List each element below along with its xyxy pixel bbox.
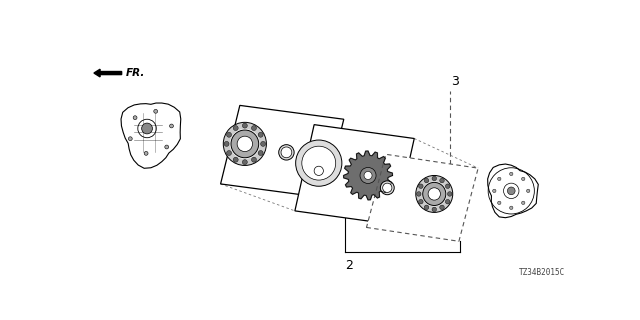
Circle shape [233,157,238,162]
Circle shape [508,187,515,195]
Circle shape [432,176,436,181]
Circle shape [419,184,423,188]
Circle shape [364,172,372,180]
Circle shape [440,178,444,183]
Circle shape [129,137,132,140]
Circle shape [445,184,450,188]
Circle shape [527,189,530,193]
Circle shape [424,178,429,183]
Circle shape [164,145,169,149]
Circle shape [227,150,232,156]
Circle shape [224,141,229,146]
Circle shape [243,160,247,164]
Circle shape [445,199,450,204]
Circle shape [360,167,376,183]
Circle shape [133,116,137,120]
Circle shape [154,109,157,113]
Circle shape [230,129,260,159]
Circle shape [144,151,148,155]
FancyArrow shape [94,69,122,77]
Circle shape [509,206,513,210]
Circle shape [233,126,238,131]
Circle shape [258,132,263,137]
Circle shape [170,124,173,128]
Circle shape [237,136,253,152]
Polygon shape [367,154,478,241]
Circle shape [428,188,440,200]
Text: FR.: FR. [126,68,146,78]
Polygon shape [344,151,392,200]
Circle shape [422,181,447,206]
Circle shape [417,192,421,196]
Circle shape [497,177,501,180]
Circle shape [258,150,263,156]
Circle shape [509,172,513,176]
Circle shape [141,123,152,134]
Text: TZ34B2015C: TZ34B2015C [519,268,565,277]
Circle shape [383,183,392,192]
Circle shape [314,166,323,175]
Polygon shape [488,164,538,218]
Circle shape [416,175,452,212]
Circle shape [447,192,452,196]
Circle shape [279,145,294,160]
Circle shape [302,146,336,180]
Circle shape [432,207,436,212]
Circle shape [440,205,444,210]
Polygon shape [221,105,344,198]
Circle shape [419,199,423,204]
Circle shape [312,164,326,178]
Circle shape [223,122,266,165]
Circle shape [424,205,429,210]
Circle shape [243,123,247,128]
Circle shape [260,141,266,146]
Circle shape [231,130,259,158]
Circle shape [252,126,257,131]
Circle shape [493,189,496,193]
Circle shape [252,157,257,162]
Polygon shape [295,124,414,225]
Circle shape [227,132,232,137]
Circle shape [422,182,446,205]
Circle shape [522,201,525,204]
Circle shape [522,177,525,180]
Polygon shape [121,103,180,168]
Circle shape [296,140,342,186]
Text: 2: 2 [345,259,353,272]
Text: 3: 3 [451,75,459,88]
Circle shape [380,181,394,195]
Circle shape [281,147,292,158]
Circle shape [497,201,501,204]
